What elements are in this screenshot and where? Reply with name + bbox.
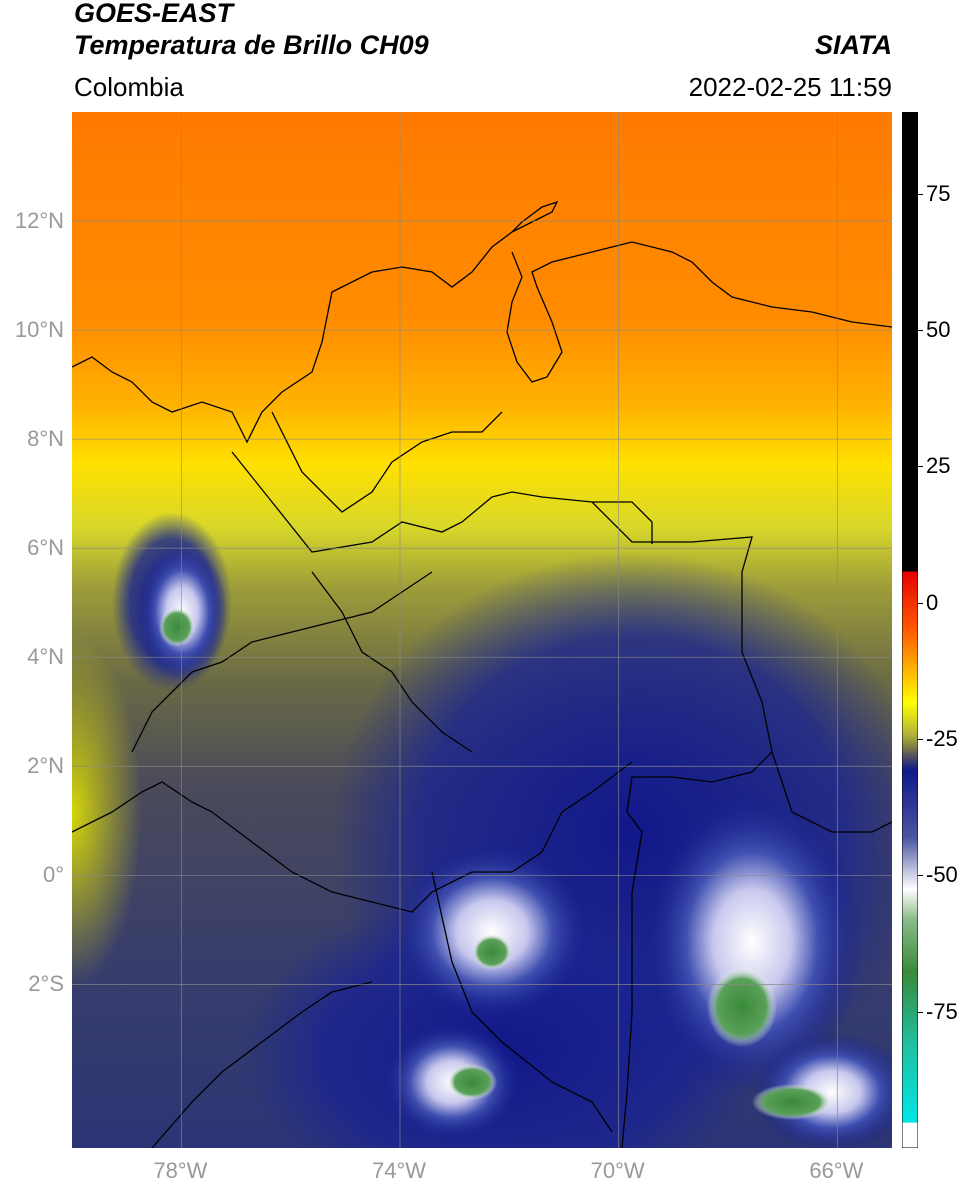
border [271, 411, 503, 513]
longitude-label: 66°W [809, 1158, 864, 1183]
cloud-cluster [392, 842, 592, 1022]
border [431, 871, 613, 1133]
border [151, 981, 373, 1148]
latitude-label: 10°N [14, 317, 64, 343]
border [231, 451, 653, 553]
colorbar-tick [918, 193, 923, 195]
latitude-label: 4°N [27, 644, 64, 670]
longitude-label: 78°W [153, 1158, 208, 1183]
cold-core [707, 967, 777, 1047]
colorbar-label: 25 [926, 453, 951, 479]
datetime-label: 2022-02-25 11:59 [688, 72, 892, 102]
border [311, 571, 473, 753]
latitude-label: 2°N [27, 753, 64, 779]
colorbar-label: -50 [926, 862, 958, 888]
colorbar-tick [918, 466, 923, 468]
latitude-label: 8°N [27, 426, 64, 452]
border [131, 571, 433, 753]
coastline [506, 241, 892, 383]
satellite-title: GOES-EAST [74, 0, 234, 28]
latitude-label: 6°N [27, 535, 64, 561]
colorbar-tick [918, 602, 923, 604]
colorbar-tick [918, 739, 923, 741]
brightness-temperature-map [72, 112, 892, 1148]
cloud-cluster [642, 792, 862, 1092]
org-label: SIATA [815, 30, 892, 60]
colorbar-label: 50 [926, 317, 951, 343]
cold-core [159, 607, 195, 647]
latitude-label: 0° [42, 862, 64, 888]
border [771, 751, 892, 833]
colorbar-tick [918, 1011, 923, 1013]
region-label: Colombia [74, 72, 184, 102]
border [72, 761, 633, 913]
cold-core [752, 1084, 832, 1120]
longitude-label: 74°W [372, 1158, 427, 1183]
colorbar-label: -75 [926, 998, 958, 1024]
colorbar-tick [918, 330, 923, 332]
cold-core [447, 1064, 497, 1100]
colorbar-label: 0 [926, 589, 939, 615]
colorbar-label: -25 [926, 726, 958, 752]
longitude-label: 70°W [590, 1158, 645, 1183]
colorbar-label: 75 [926, 180, 951, 206]
colorbar-tick [918, 875, 923, 877]
latitude-label: 12°N [14, 208, 64, 234]
latitude-label: 2°S [28, 971, 64, 997]
cold-core [472, 934, 512, 970]
temperature-colorbar [902, 112, 918, 1148]
coastline [72, 200, 559, 444]
product-title: Temperatura de Brillo CH09 [74, 30, 429, 60]
border [591, 501, 773, 1148]
